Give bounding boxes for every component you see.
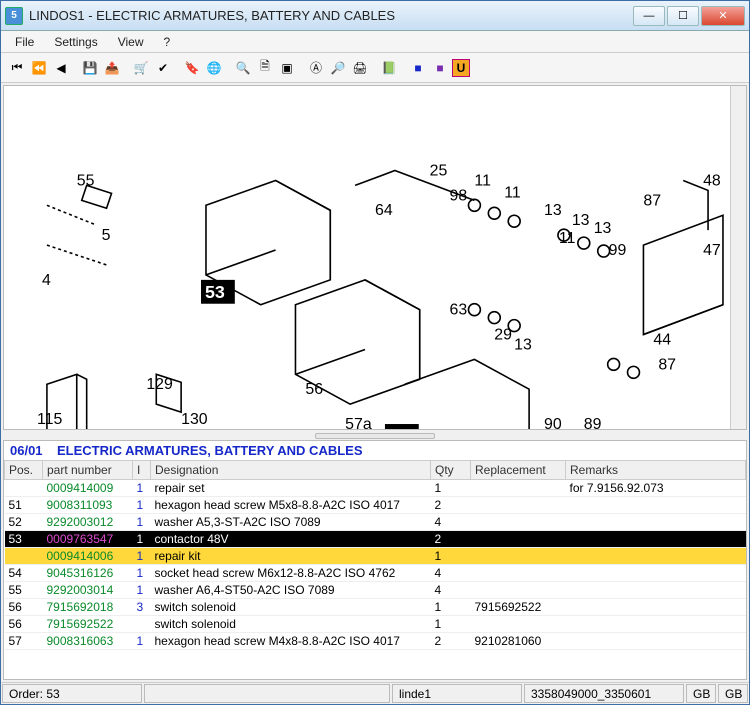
book-icon[interactable]: 📗 xyxy=(379,58,399,78)
rewind-icon[interactable]: ⏪ xyxy=(29,58,49,78)
svg-text:11: 11 xyxy=(474,172,491,189)
svg-text:55: 55 xyxy=(77,172,95,189)
svg-text:57a: 57a xyxy=(345,416,372,429)
svg-text:29: 29 xyxy=(494,327,512,344)
table-row[interactable]: 5592920030141washer A6,4-ST50-A2C ISO 70… xyxy=(5,582,746,599)
prev-icon[interactable]: ◀ xyxy=(51,58,71,78)
svg-text:4: 4 xyxy=(42,272,51,289)
svg-text:64: 64 xyxy=(375,202,393,219)
search-icon[interactable]: 🔎 xyxy=(328,58,348,78)
menu-help[interactable]: ? xyxy=(156,33,179,51)
menu-settings[interactable]: Settings xyxy=(46,33,105,51)
page-icon[interactable]: 🗎 xyxy=(255,58,275,78)
exploded-diagram[interactable]: 53 53 55541151291305657a6425981111131363… xyxy=(3,85,747,430)
table-row[interactable]: 567915692522switch solenoid1 xyxy=(5,616,746,633)
svg-text:115: 115 xyxy=(37,411,62,428)
table-body: 00094140091repair set1for 7.9156.92.0735… xyxy=(5,480,746,650)
svg-text:89: 89 xyxy=(584,416,602,429)
window-controls: — ☐ ✕ xyxy=(633,6,745,26)
col-5[interactable]: Replacement xyxy=(471,461,566,480)
statusbar: Order: 53 linde1 3358049000_3350601 GB G… xyxy=(1,682,749,704)
toolbar: ⏮ ⏪ ◀ 💾 📤 🛒 ✔ 🔖 🌐 🔍 🗎 ▣ Ⓐ 🔎 🖨 📗 ■ ■ U xyxy=(1,53,749,83)
check-icon[interactable]: ✔ xyxy=(153,58,173,78)
app-window: 5 LINDOS1 - ELECTRIC ARMATURES, BATTERY … xyxy=(0,0,750,705)
col-0[interactable]: Pos. xyxy=(5,461,43,480)
print-icon[interactable]: 🖨 xyxy=(350,58,370,78)
status-user: linde1 xyxy=(392,684,522,703)
minimize-button[interactable]: — xyxy=(633,6,665,26)
svg-text:63: 63 xyxy=(450,302,468,319)
status-spacer xyxy=(144,684,390,703)
table-row[interactable]: 00094140061repair kit1 xyxy=(5,548,746,565)
window-title: LINDOS1 - ELECTRIC ARMATURES, BATTERY AN… xyxy=(29,8,633,23)
svg-text:13: 13 xyxy=(514,336,532,353)
svg-text:11: 11 xyxy=(559,230,576,247)
section-code: 06/01 xyxy=(10,443,43,458)
u-button[interactable]: U xyxy=(452,59,470,77)
col-2[interactable]: I xyxy=(133,461,151,480)
parts-table: Pos.part numberIDesignationQtyReplacemen… xyxy=(4,460,746,650)
globe-icon[interactable]: 🌐 xyxy=(204,58,224,78)
status-order: Order: 53 xyxy=(2,684,142,703)
table-row[interactable]: 5790083160631hexagon head screw M4x8-8.8… xyxy=(5,633,746,650)
svg-text:53: 53 xyxy=(205,282,225,302)
save-icon[interactable]: 💾 xyxy=(80,58,100,78)
svg-text:25: 25 xyxy=(430,162,448,179)
svg-text:5: 5 xyxy=(102,227,111,244)
svg-text:53: 53 xyxy=(389,426,409,429)
svg-text:130: 130 xyxy=(181,411,208,428)
status-lang2: GB xyxy=(718,684,748,703)
svg-text:13: 13 xyxy=(594,220,612,237)
menu-view[interactable]: View xyxy=(110,33,152,51)
col-3[interactable]: Designation xyxy=(151,461,431,480)
svg-text:87: 87 xyxy=(643,192,661,209)
maximize-button[interactable]: ☐ xyxy=(667,6,699,26)
col-4[interactable]: Qty xyxy=(431,461,471,480)
menu-file[interactable]: File xyxy=(7,33,42,51)
close-button[interactable]: ✕ xyxy=(701,6,745,26)
table-row[interactable]: 5300097635471contactor 48V2 xyxy=(5,531,746,548)
svg-text:13: 13 xyxy=(544,202,562,219)
svg-text:90: 90 xyxy=(544,416,562,429)
splitter[interactable] xyxy=(1,432,749,440)
svg-text:129: 129 xyxy=(146,376,173,393)
table-row[interactable]: 5292920030121washer A5,3-ST-A2C ISO 7089… xyxy=(5,514,746,531)
svg-text:11: 11 xyxy=(504,184,521,201)
purple-square-icon[interactable]: ■ xyxy=(430,58,450,78)
svg-text:47: 47 xyxy=(703,242,721,259)
svg-text:99: 99 xyxy=(609,242,627,259)
blue-square-icon[interactable]: ■ xyxy=(408,58,428,78)
export-icon[interactable]: 📤 xyxy=(102,58,122,78)
table-header-row: Pos.part numberIDesignationQtyReplacemen… xyxy=(5,461,746,480)
status-lang1: GB xyxy=(686,684,716,703)
section-title-text: ELECTRIC ARMATURES, BATTERY AND CABLES xyxy=(57,443,363,458)
parts-panel: 06/01 ELECTRIC ARMATURES, BATTERY AND CA… xyxy=(3,440,747,680)
parts-grid[interactable]: Pos.part numberIDesignationQtyReplacemen… xyxy=(4,460,746,679)
select-icon[interactable]: Ⓐ xyxy=(306,58,326,78)
svg-text:56: 56 xyxy=(305,381,323,398)
table-row[interactable]: 5490453161261socket head screw M6x12-8.8… xyxy=(5,565,746,582)
zoom-in-icon[interactable]: 🔍 xyxy=(233,58,253,78)
table-row[interactable]: 5190083110931hexagon head screw M5x8-8.8… xyxy=(5,497,746,514)
table-row[interactable]: 00094140091repair set1for 7.9156.92.073 xyxy=(5,480,746,497)
svg-text:48: 48 xyxy=(703,172,721,189)
svg-text:44: 44 xyxy=(653,331,671,348)
titlebar: 5 LINDOS1 - ELECTRIC ARMATURES, BATTERY … xyxy=(1,1,749,31)
first-icon[interactable]: ⏮ xyxy=(7,58,27,78)
menubar: File Settings View ? xyxy=(1,31,749,53)
cart-icon[interactable]: 🛒 xyxy=(131,58,151,78)
app-icon: 5 xyxy=(5,7,23,25)
fit-icon[interactable]: ▣ xyxy=(277,58,297,78)
diagram-vscroll[interactable] xyxy=(730,86,746,429)
svg-text:13: 13 xyxy=(572,212,590,229)
section-header: 06/01 ELECTRIC ARMATURES, BATTERY AND CA… xyxy=(4,441,746,460)
tag-icon[interactable]: 🔖 xyxy=(182,58,202,78)
svg-text:98: 98 xyxy=(450,187,468,204)
table-row[interactable]: 5679156920183switch solenoid17915692522 xyxy=(5,599,746,616)
svg-text:87: 87 xyxy=(658,356,676,373)
diagram-svg: 53 53 55541151291305657a6425981111131363… xyxy=(4,86,746,429)
status-doc: 3358049000_3350601 xyxy=(524,684,684,703)
col-1[interactable]: part number xyxy=(43,461,133,480)
col-6[interactable]: Remarks xyxy=(566,461,746,480)
